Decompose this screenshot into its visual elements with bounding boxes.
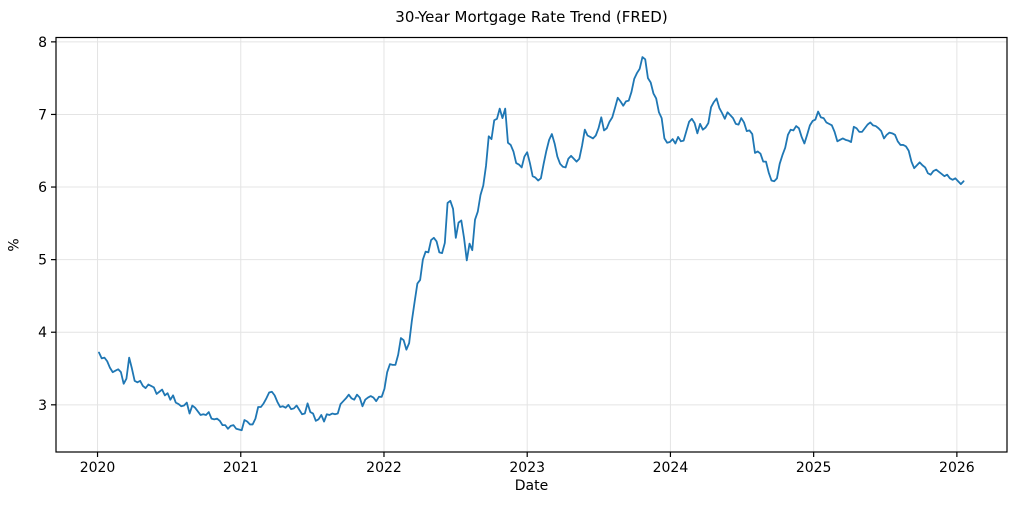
x-tick-label: 2022 [366, 460, 402, 476]
x-axis-label: Date [514, 478, 549, 494]
y-tick-label: 3 [38, 398, 47, 414]
x-tick-label: 2021 [223, 460, 259, 476]
x-tick-label: 2025 [796, 460, 832, 476]
x-tick-label: 2020 [80, 460, 116, 476]
x-tick-label: 2026 [939, 460, 975, 476]
chart-title: 30-Year Mortgage Rate Trend (FRED) [395, 8, 668, 26]
x-tick-label: 2023 [509, 460, 545, 476]
x-tick-label: 2024 [653, 460, 689, 476]
mortgage-rate-line [98, 56, 965, 432]
y-tick-label: 7 [38, 107, 47, 123]
axes-spines [55, 36, 1008, 453]
y-tick-label: 8 [38, 35, 47, 51]
y-tick-label: 6 [38, 180, 47, 196]
y-tick-label: 4 [38, 325, 47, 341]
y-tick-label: 5 [38, 253, 47, 269]
y-axis-label-text: % [7, 238, 23, 252]
